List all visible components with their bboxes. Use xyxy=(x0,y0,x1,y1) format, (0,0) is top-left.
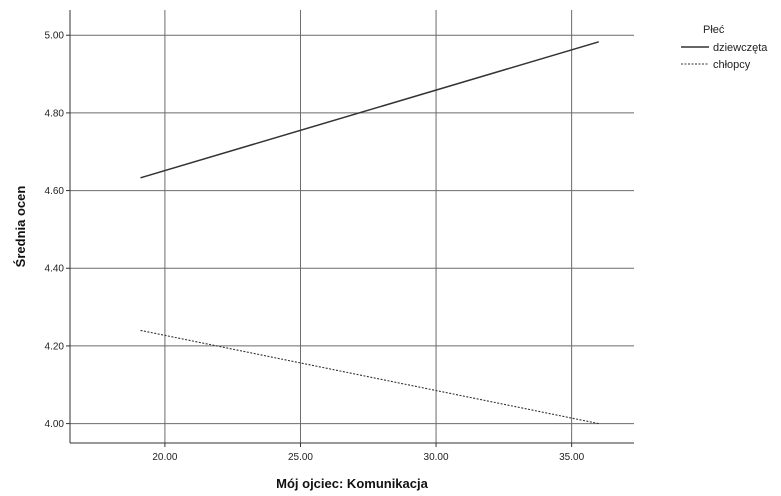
x-tick-label: 20.00 xyxy=(152,452,177,463)
series-line-dziewczęta xyxy=(140,41,600,179)
y-tick-label: 4.60 xyxy=(45,186,65,197)
legend-label-chłopcy: chłopcy xyxy=(713,59,751,71)
series-line-chłopcy xyxy=(140,329,599,425)
x-tick-label: 25.00 xyxy=(288,452,313,463)
axis-ticks: 20.00 25.00 30.00 35.00 4.00 4.20 4.40 4.60 4.80… xyxy=(45,31,585,463)
legend-label-dziewczęta: dziewczęta xyxy=(713,42,768,54)
legend: Płeć dziewczęta chłopcy xyxy=(681,24,768,71)
x-axis-title: Mój ojciec: Komunikacja xyxy=(276,476,428,491)
x-tick-label: 30.00 xyxy=(424,452,449,463)
y-tick-label: 4.20 xyxy=(45,341,65,352)
x-tick-label: 35.00 xyxy=(559,452,584,463)
legend-title: Płeć xyxy=(703,24,725,36)
plot-frame xyxy=(69,10,634,444)
y-tick-label: 5.00 xyxy=(45,31,65,42)
y-axis-title: Średnia ocen xyxy=(13,186,28,268)
series-lines xyxy=(140,41,600,425)
y-tick-label: 4.80 xyxy=(45,108,65,119)
y-tick-label: 4.00 xyxy=(45,419,65,430)
grid xyxy=(70,10,634,443)
y-tick-label: 4.40 xyxy=(45,264,65,275)
